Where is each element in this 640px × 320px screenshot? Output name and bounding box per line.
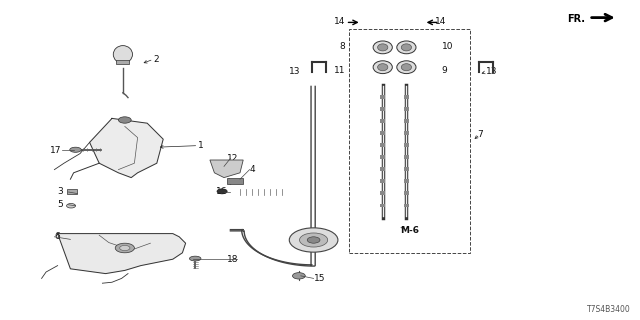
Text: M-6: M-6	[400, 226, 419, 235]
Circle shape	[118, 117, 131, 123]
Text: 2: 2	[154, 55, 159, 64]
Bar	[67, 189, 77, 194]
Text: 11: 11	[334, 66, 346, 75]
Bar	[349, 29, 470, 253]
Ellipse shape	[373, 61, 392, 74]
Circle shape	[307, 237, 320, 243]
Text: 14: 14	[435, 17, 447, 26]
Ellipse shape	[378, 64, 388, 71]
Bar	[380, 204, 385, 207]
Bar	[404, 191, 409, 195]
Polygon shape	[90, 118, 163, 178]
Bar	[404, 155, 409, 159]
Circle shape	[292, 273, 305, 279]
Text: 10: 10	[442, 42, 453, 51]
Bar	[380, 167, 385, 171]
Polygon shape	[210, 160, 243, 178]
Text: 3: 3	[58, 188, 63, 196]
Text: T7S4B3400: T7S4B3400	[587, 305, 630, 314]
Circle shape	[300, 233, 328, 247]
Text: 8: 8	[340, 42, 346, 51]
Bar	[404, 119, 409, 123]
Text: 16: 16	[216, 188, 228, 196]
Circle shape	[289, 228, 338, 252]
Ellipse shape	[70, 147, 81, 152]
Bar	[404, 204, 409, 207]
Circle shape	[115, 243, 134, 253]
Ellipse shape	[401, 64, 412, 71]
Text: 14: 14	[334, 17, 346, 26]
Bar	[380, 119, 385, 123]
Text: FR.: FR.	[568, 14, 586, 24]
Ellipse shape	[373, 41, 392, 54]
Ellipse shape	[378, 44, 388, 51]
Text: 17: 17	[50, 146, 61, 155]
Ellipse shape	[189, 256, 201, 261]
Text: 15: 15	[314, 274, 325, 283]
Text: 5: 5	[58, 200, 63, 209]
Circle shape	[120, 245, 130, 251]
Bar	[404, 95, 409, 99]
Bar	[380, 191, 385, 195]
Bar	[380, 107, 385, 111]
Bar	[404, 167, 409, 171]
Ellipse shape	[113, 46, 132, 63]
Text: 4: 4	[250, 165, 255, 174]
Text: 1: 1	[198, 141, 204, 150]
Text: 13: 13	[486, 68, 498, 76]
Polygon shape	[58, 234, 186, 274]
Text: 6: 6	[54, 232, 60, 241]
Text: 12: 12	[227, 154, 239, 163]
Bar	[404, 143, 409, 147]
Bar	[380, 155, 385, 159]
Bar	[227, 178, 243, 184]
Bar	[380, 95, 385, 99]
Bar	[380, 131, 385, 135]
Bar	[404, 131, 409, 135]
Bar	[380, 143, 385, 147]
Ellipse shape	[397, 41, 416, 54]
Ellipse shape	[401, 44, 412, 51]
Bar	[380, 179, 385, 183]
Text: 7: 7	[477, 130, 483, 139]
Bar	[404, 107, 409, 111]
Text: 18: 18	[227, 255, 239, 264]
Circle shape	[67, 204, 76, 208]
Text: 9: 9	[442, 66, 447, 75]
Bar	[404, 179, 409, 183]
Ellipse shape	[397, 61, 416, 74]
Text: 13: 13	[289, 68, 301, 76]
Circle shape	[217, 189, 227, 194]
Bar	[116, 60, 129, 64]
